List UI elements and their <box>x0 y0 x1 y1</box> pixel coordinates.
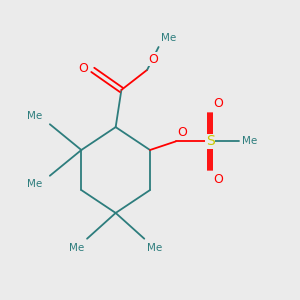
Text: Me: Me <box>161 33 177 43</box>
Text: Me: Me <box>69 243 84 253</box>
Text: O: O <box>148 52 158 66</box>
Text: Me: Me <box>147 243 162 253</box>
Text: Me: Me <box>242 136 257 146</box>
Text: Me: Me <box>28 178 43 189</box>
Text: S: S <box>206 134 214 148</box>
Text: O: O <box>79 62 88 75</box>
Text: Me: Me <box>28 111 43 122</box>
Text: O: O <box>213 97 223 110</box>
Text: O: O <box>177 126 187 139</box>
Text: O: O <box>213 173 223 186</box>
